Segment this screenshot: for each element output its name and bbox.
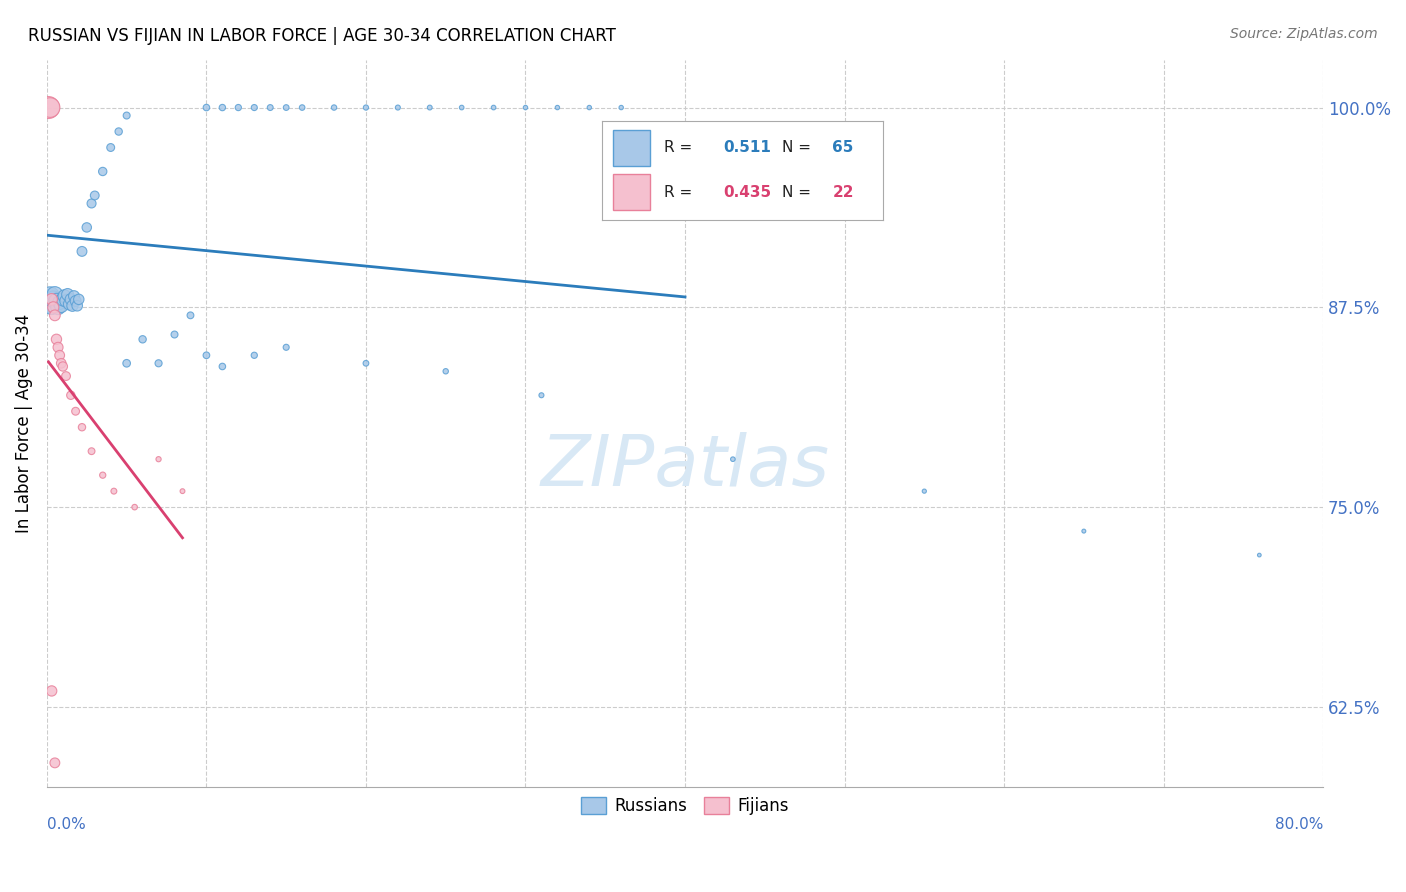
Point: [354, 101, 377, 115]
Point: [39, 289, 62, 303]
Legend: Russians, Fijians: Russians, Fijians: [575, 790, 796, 822]
Point: [354, 356, 377, 370]
Point: [52, 293, 75, 307]
Point: [42, 293, 65, 307]
Point: [91, 164, 114, 178]
Point: [48, 348, 70, 362]
Point: [163, 327, 186, 342]
Point: [65, 404, 87, 418]
Point: [103, 484, 125, 499]
Point: [546, 101, 568, 115]
Point: [59, 388, 82, 402]
Point: [55, 369, 77, 384]
Point: [243, 101, 266, 115]
Point: [172, 484, 194, 499]
Point: [42, 301, 65, 315]
Point: [148, 452, 170, 467]
Point: [80, 444, 103, 458]
Point: [148, 356, 170, 370]
Point: [721, 452, 744, 467]
Text: ZIPatlas: ZIPatlas: [540, 433, 830, 501]
Point: [228, 101, 250, 115]
Point: [124, 500, 146, 515]
Point: [195, 101, 218, 115]
Point: [59, 293, 82, 307]
Point: [91, 468, 114, 483]
Point: [434, 364, 457, 378]
Point: [44, 287, 66, 301]
Point: [56, 287, 79, 301]
Point: [39, 101, 62, 115]
Point: [291, 101, 314, 115]
Point: [115, 109, 138, 123]
Point: [83, 188, 105, 202]
Point: [195, 348, 218, 362]
Point: [45, 293, 67, 308]
Point: [323, 101, 346, 115]
Point: [58, 297, 80, 311]
Point: [578, 101, 600, 115]
Point: [44, 309, 66, 323]
Point: [179, 309, 201, 323]
Point: [419, 101, 441, 115]
Text: RUSSIAN VS FIJIAN IN LABOR FORCE | AGE 30-34 CORRELATION CHART: RUSSIAN VS FIJIAN IN LABOR FORCE | AGE 3…: [28, 27, 616, 45]
Point: [55, 293, 77, 308]
Point: [482, 101, 505, 115]
Y-axis label: In Labor Force | Age 30-34: In Labor Force | Age 30-34: [15, 314, 32, 533]
Point: [66, 299, 89, 313]
Point: [63, 289, 86, 303]
Point: [515, 101, 537, 115]
Point: [211, 101, 233, 115]
Point: [276, 340, 298, 354]
Point: [259, 101, 281, 115]
Point: [44, 756, 66, 770]
Point: [62, 299, 84, 313]
Point: [1249, 548, 1271, 562]
Point: [1073, 524, 1095, 538]
Point: [243, 348, 266, 362]
Point: [52, 359, 75, 374]
Point: [70, 420, 93, 434]
Text: 0.0%: 0.0%: [46, 817, 86, 832]
Point: [41, 299, 63, 313]
Point: [46, 340, 69, 354]
Point: [41, 684, 63, 698]
Point: [80, 196, 103, 211]
Point: [131, 332, 153, 346]
Text: Source: ZipAtlas.com: Source: ZipAtlas.com: [1230, 27, 1378, 41]
Point: [51, 299, 73, 313]
Point: [450, 101, 472, 115]
Point: [530, 388, 553, 402]
Point: [276, 101, 298, 115]
Point: [37, 101, 59, 115]
Point: [610, 101, 633, 115]
Point: [53, 289, 76, 303]
Point: [45, 332, 67, 346]
Point: [107, 124, 129, 138]
Point: [46, 301, 69, 315]
Point: [211, 359, 233, 374]
Point: [115, 356, 138, 370]
Point: [387, 101, 409, 115]
Point: [51, 356, 73, 370]
Point: [65, 293, 87, 308]
Point: [100, 140, 122, 154]
Point: [37, 295, 59, 310]
Point: [912, 484, 935, 499]
Point: [76, 220, 98, 235]
Point: [67, 293, 90, 307]
Point: [41, 293, 63, 307]
Text: 80.0%: 80.0%: [1275, 817, 1323, 832]
Point: [48, 295, 70, 310]
Point: [70, 244, 93, 259]
